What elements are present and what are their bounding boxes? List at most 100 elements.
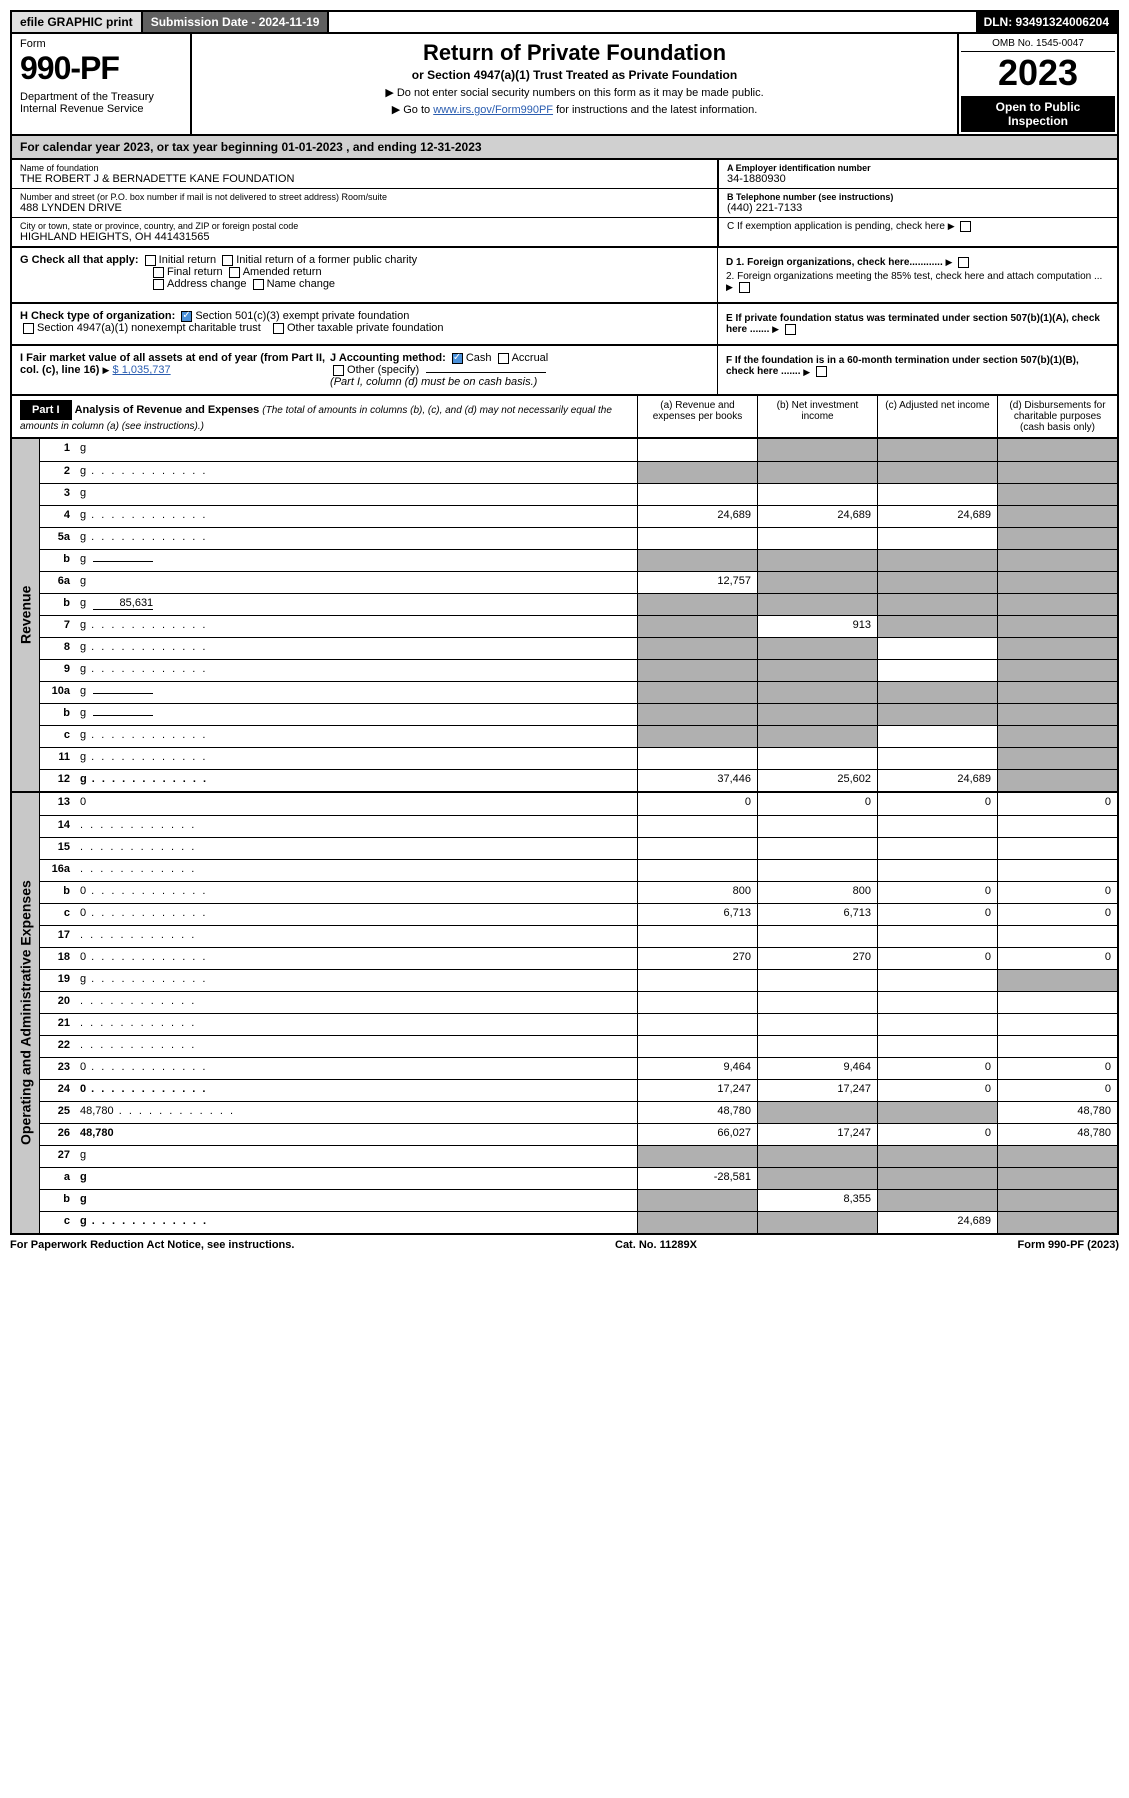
table-row: 6ag12,757	[40, 571, 1117, 593]
table-row: 1300000	[40, 793, 1117, 815]
cb-name-change[interactable]	[253, 279, 264, 290]
exemption-cell: C If exemption application is pending, c…	[719, 218, 1117, 235]
check-block-g: G Check all that apply: Initial return I…	[10, 248, 1119, 304]
table-row: 16a	[40, 859, 1117, 881]
g-checks: G Check all that apply: Initial return I…	[12, 248, 717, 302]
note2-pre: ▶ Go to	[392, 104, 433, 116]
cell-b	[757, 1102, 877, 1123]
j-other-input[interactable]	[426, 372, 546, 373]
cell-d	[997, 638, 1117, 659]
cell-d	[997, 1168, 1117, 1189]
cb-accrual[interactable]	[498, 353, 509, 364]
col-a-head: (a) Revenue and expenses per books	[637, 396, 757, 437]
omb-number: OMB No. 1545-0047	[961, 36, 1115, 52]
cb-initial-public[interactable]	[222, 255, 233, 266]
cb-other-method[interactable]	[333, 365, 344, 376]
cell-d	[997, 726, 1117, 747]
cb-d2[interactable]	[739, 282, 750, 293]
name-cell: Name of foundation THE ROBERT J & BERNAD…	[12, 160, 717, 189]
form-label: Form	[20, 38, 182, 50]
cb-address-change[interactable]	[153, 279, 164, 290]
cell-c	[877, 660, 997, 681]
table-row: 21	[40, 1013, 1117, 1035]
cell-d: 0	[997, 882, 1117, 903]
cell-a	[637, 462, 757, 483]
cb-f[interactable]	[816, 366, 827, 377]
cb-initial-return[interactable]	[145, 255, 156, 266]
cell-b	[757, 726, 877, 747]
cell-a	[637, 1014, 757, 1035]
cell-a	[637, 439, 757, 461]
cell-d: 0	[997, 793, 1117, 815]
row-number: 14	[40, 816, 76, 837]
cb-final-return[interactable]	[153, 267, 164, 278]
row-desc: g	[76, 704, 637, 725]
cell-d	[997, 704, 1117, 725]
row-number: 15	[40, 838, 76, 859]
cb-amended[interactable]	[229, 267, 240, 278]
cell-c	[877, 462, 997, 483]
cell-d	[997, 572, 1117, 593]
cell-b	[757, 572, 877, 593]
row-desc: g	[76, 970, 637, 991]
ij-left: I Fair market value of all assets at end…	[12, 346, 717, 394]
cell-a	[637, 1146, 757, 1167]
cell-a: 9,464	[637, 1058, 757, 1079]
fmv-value[interactable]: $ 1,035,737	[113, 364, 171, 376]
row-number: 5a	[40, 528, 76, 549]
cb-d1[interactable]	[958, 257, 969, 268]
row-number: 26	[40, 1124, 76, 1145]
row-desc: 48,780	[76, 1124, 637, 1145]
efile-label[interactable]: efile GRAPHIC print	[12, 12, 143, 32]
row-desc: g	[76, 550, 637, 571]
cell-b	[757, 638, 877, 659]
note-1: ▶ Do not enter social security numbers o…	[202, 86, 947, 99]
cell-b	[757, 594, 877, 615]
cell-b	[757, 484, 877, 505]
e-check: E If private foundation status was termi…	[717, 304, 1117, 344]
row-number: 11	[40, 748, 76, 769]
table-row: 20	[40, 991, 1117, 1013]
cell-d	[997, 528, 1117, 549]
cell-c	[877, 926, 997, 947]
irs-link[interactable]: www.irs.gov/Form990PF	[433, 104, 553, 116]
row-number: 12	[40, 770, 76, 791]
row-desc	[76, 992, 637, 1013]
cell-a	[637, 616, 757, 637]
cell-c: 0	[877, 793, 997, 815]
table-row: 12g37,44625,60224,689	[40, 769, 1117, 791]
arrow-icon	[803, 367, 810, 378]
cell-d	[997, 992, 1117, 1013]
cell-c	[877, 726, 997, 747]
row-desc	[76, 1014, 637, 1035]
table-row: bg8,355	[40, 1189, 1117, 1211]
cell-d: 0	[997, 1080, 1117, 1101]
cb-cash[interactable]	[452, 353, 463, 364]
name-label: Name of foundation	[20, 163, 709, 173]
cell-a	[637, 594, 757, 615]
cell-c	[877, 594, 997, 615]
cell-d	[997, 484, 1117, 505]
row-desc: g	[76, 484, 637, 505]
cell-d	[997, 506, 1117, 527]
cb-4947[interactable]	[23, 323, 34, 334]
row-desc: g	[76, 682, 637, 703]
cell-c	[877, 838, 997, 859]
table-row: 11g	[40, 747, 1117, 769]
cell-c	[877, 528, 997, 549]
cell-d	[997, 1036, 1117, 1057]
cell-b	[757, 1168, 877, 1189]
cell-b	[757, 992, 877, 1013]
cb-501c3[interactable]	[181, 311, 192, 322]
row-desc: 0	[76, 1058, 637, 1079]
cell-a	[637, 1190, 757, 1211]
table-row: 2548,78048,78048,780	[40, 1101, 1117, 1123]
cell-b: 0	[757, 793, 877, 815]
top-bar: efile GRAPHIC print Submission Date - 20…	[10, 10, 1119, 34]
submission-date: Submission Date - 2024-11-19	[143, 12, 330, 32]
table-row: 19g	[40, 969, 1117, 991]
cb-other-taxable[interactable]	[273, 323, 284, 334]
exemption-checkbox[interactable]	[960, 221, 971, 232]
cell-b	[757, 1036, 877, 1057]
cb-e[interactable]	[785, 324, 796, 335]
